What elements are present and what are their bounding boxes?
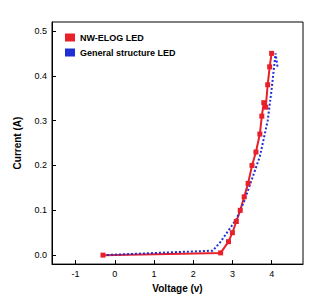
svg-text:0.1: 0.1 — [34, 205, 47, 215]
svg-text:Current (A): Current (A) — [12, 117, 23, 170]
svg-text:0: 0 — [112, 269, 117, 279]
svg-text:0.2: 0.2 — [34, 160, 47, 170]
svg-text:NW-ELOG LED: NW-ELOG LED — [80, 33, 144, 43]
svg-text:-1: -1 — [72, 269, 80, 279]
svg-text:3: 3 — [230, 269, 235, 279]
svg-text:General structure LED: General structure LED — [80, 48, 176, 58]
svg-text:0.4: 0.4 — [34, 71, 47, 81]
svg-text:0.3: 0.3 — [34, 116, 47, 126]
svg-text:1: 1 — [151, 269, 156, 279]
svg-text:2: 2 — [191, 269, 196, 279]
svg-text:Voltage (v): Voltage (v) — [152, 283, 202, 294]
svg-text:0.0: 0.0 — [34, 250, 47, 260]
svg-text:4: 4 — [269, 269, 274, 279]
svg-text:0.5: 0.5 — [34, 26, 47, 36]
